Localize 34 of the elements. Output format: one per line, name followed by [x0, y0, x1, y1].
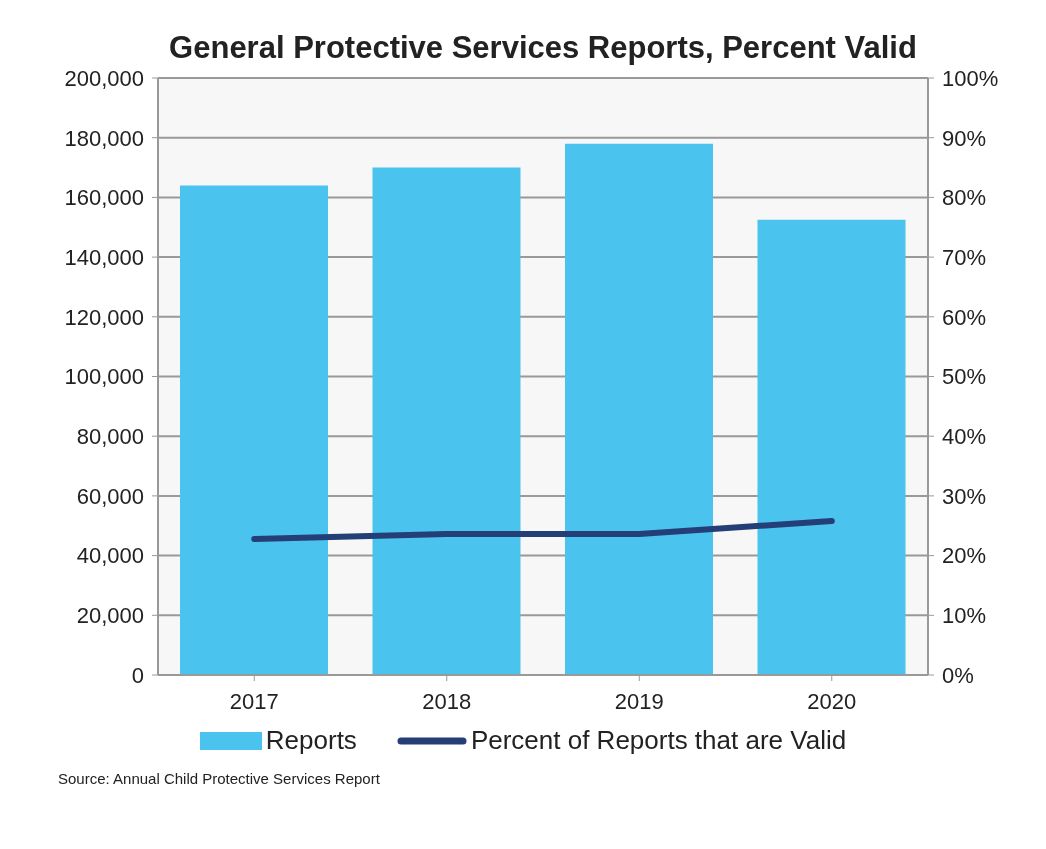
y-tick-label: 80,000	[76, 424, 144, 450]
y-tick-label: 200,000	[64, 65, 144, 91]
y2-tick-label: 50%	[942, 364, 987, 390]
y2-tick-label: 70%	[942, 244, 987, 270]
y-tick-label: 0	[131, 662, 144, 688]
chart-title: General Protective Services Reports, Percent Valid	[168, 29, 918, 66]
y-tick-label: 40,000	[76, 543, 144, 569]
y2-tick-label: 80%	[942, 185, 987, 211]
y2-tick-label: 0%	[942, 662, 974, 688]
bar	[757, 219, 906, 675]
bar	[180, 185, 328, 675]
y2-tick-label: 30%	[942, 483, 987, 509]
y-tick-label: 140,000	[64, 244, 144, 270]
x-tick-label: 2019	[614, 688, 664, 714]
x-tick-label: 2020	[807, 688, 857, 714]
y2-tick-label: 60%	[942, 304, 987, 330]
y2-tick-label: 10%	[942, 603, 987, 629]
x-tick-label: 2018	[422, 688, 472, 714]
bar	[565, 143, 713, 675]
y-tick-label: 160,000	[64, 185, 144, 211]
y-tick-label: 100,000	[64, 364, 144, 390]
y-tick-label: 60,000	[76, 483, 144, 509]
y2-tick-label: 90%	[942, 125, 987, 151]
legend-label: Percent of Reports that are Valid	[470, 725, 847, 756]
y-tick-label: 20,000	[76, 603, 144, 629]
y-tick-label: 180,000	[64, 125, 144, 151]
source-note: Source: Annual Child Protective Services Report	[57, 770, 381, 787]
x-tick-label: 2017	[229, 688, 279, 714]
legend-label: Reports	[265, 725, 357, 756]
y2-tick-label: 20%	[942, 543, 987, 569]
y2-tick-label: 100%	[942, 65, 999, 91]
bar	[372, 167, 521, 675]
y2-tick-label: 40%	[942, 424, 987, 450]
y-tick-label: 120,000	[64, 304, 144, 330]
